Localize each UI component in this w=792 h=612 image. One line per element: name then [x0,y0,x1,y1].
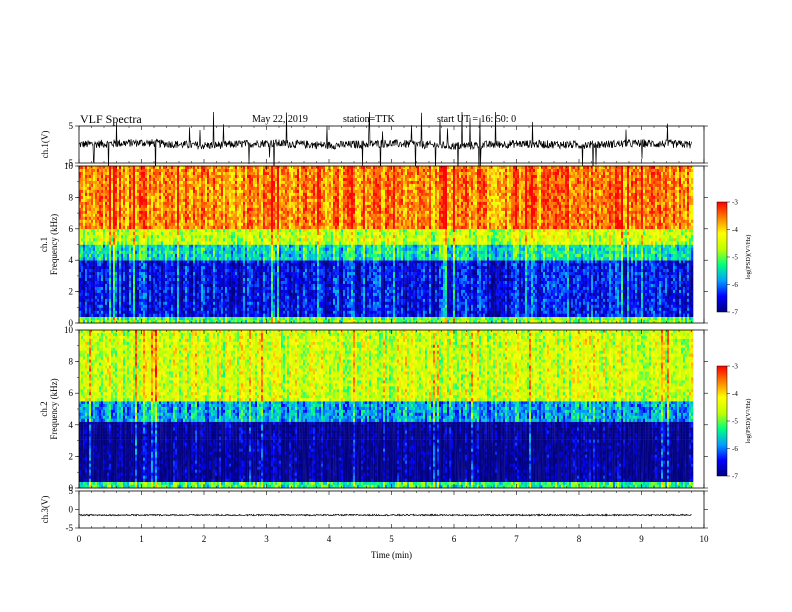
waveform-trace [78,111,692,178]
waveform-frame [78,125,705,164]
plot-panels [75,111,730,529]
